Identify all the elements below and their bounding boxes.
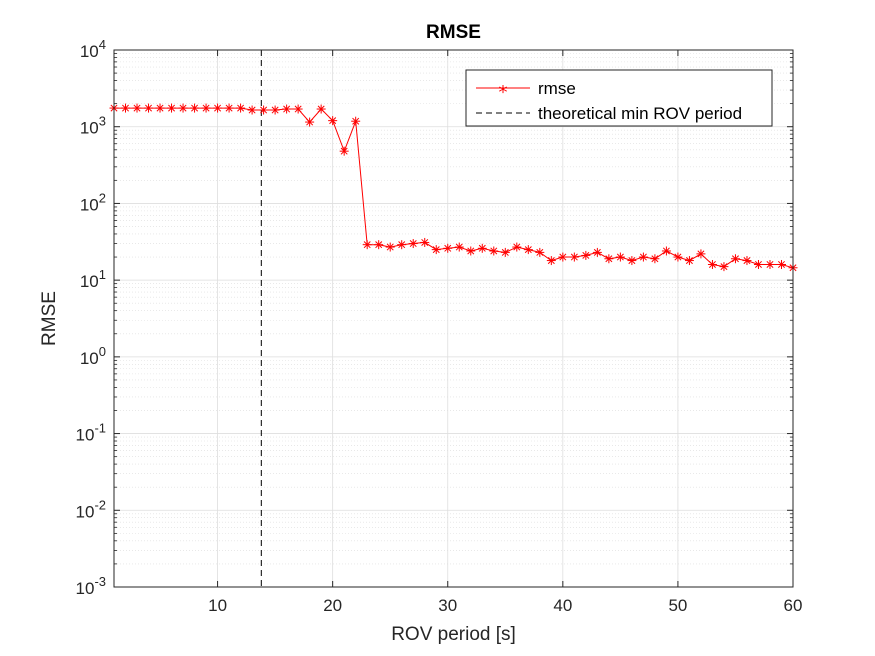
rmse-point bbox=[316, 104, 326, 114]
rmse-point bbox=[155, 103, 165, 113]
rmse-point bbox=[650, 254, 660, 264]
rmse-point bbox=[719, 262, 729, 272]
rmse-point bbox=[454, 242, 464, 252]
rmse-point bbox=[661, 246, 671, 256]
rmse-point bbox=[213, 103, 223, 113]
x-tick-label: 20 bbox=[323, 596, 342, 615]
x-tick-label: 40 bbox=[553, 596, 572, 615]
rmse-point bbox=[673, 252, 683, 262]
rmse-point bbox=[201, 103, 211, 113]
rmse-point bbox=[753, 259, 763, 269]
rmse-point bbox=[512, 242, 522, 252]
plot-data bbox=[109, 50, 798, 587]
rmse-point bbox=[293, 104, 303, 114]
legend-marker-rmse: * bbox=[499, 82, 508, 103]
rmse-point bbox=[374, 240, 384, 250]
rmse-point bbox=[581, 250, 591, 260]
rmse-point bbox=[397, 240, 407, 250]
legend-label-min-period: theoretical min ROV period bbox=[538, 104, 742, 123]
y-tick-label: 103 bbox=[80, 114, 106, 138]
x-tick-label: 30 bbox=[438, 596, 457, 615]
x-tick-label: 50 bbox=[668, 596, 687, 615]
rmse-point bbox=[247, 105, 257, 115]
rmse-point bbox=[569, 252, 579, 262]
axes-box bbox=[113, 49, 794, 588]
rmse-point bbox=[282, 104, 292, 114]
rmse-point bbox=[558, 252, 568, 262]
rmse-point bbox=[627, 256, 637, 266]
grid-lines bbox=[114, 49, 794, 588]
rmse-point bbox=[178, 103, 188, 113]
x-tick-label: 60 bbox=[784, 596, 803, 615]
rmse-point bbox=[684, 256, 694, 266]
rmse-point bbox=[546, 256, 556, 266]
rmse-point bbox=[535, 247, 545, 257]
rmse-point bbox=[408, 239, 418, 249]
ticks: 10 20 30 40 50 60 10-3 10-2 10-1 100 101 102 103 104 bbox=[76, 37, 803, 615]
rmse-point bbox=[328, 116, 338, 126]
rmse-series-line bbox=[114, 107, 794, 269]
rmse-point bbox=[121, 103, 131, 113]
y-tick-label: 100 bbox=[80, 344, 106, 368]
rmse-point bbox=[224, 103, 234, 113]
rmse-point bbox=[351, 116, 361, 126]
y-tick-label: 101 bbox=[80, 267, 106, 291]
rmse-point bbox=[431, 245, 441, 255]
rmse-point bbox=[742, 256, 752, 266]
rmse-point bbox=[638, 252, 648, 262]
legend-label-rmse: rmse bbox=[538, 79, 576, 98]
rmse-point bbox=[236, 103, 246, 113]
rmse-point bbox=[362, 240, 372, 250]
rmse-point bbox=[305, 117, 315, 127]
rmse-point bbox=[523, 245, 533, 255]
rmse-point bbox=[592, 247, 602, 257]
rmse-point bbox=[765, 259, 775, 269]
rmse-point bbox=[604, 254, 614, 264]
x-tick-label: 10 bbox=[208, 596, 227, 615]
rmse-point bbox=[696, 249, 706, 259]
y-tick-label: 10-1 bbox=[76, 421, 106, 445]
rmse-point bbox=[167, 103, 177, 113]
rmse-point bbox=[615, 252, 625, 262]
rmse-point bbox=[190, 103, 200, 113]
y-tick-label: 10-2 bbox=[76, 497, 106, 521]
x-axis-label: ROV period [s] bbox=[391, 624, 516, 645]
rmse-point bbox=[420, 237, 430, 247]
rmse-point bbox=[259, 105, 269, 115]
y-tick-label: 102 bbox=[80, 190, 106, 214]
rmse-point bbox=[339, 146, 349, 156]
rmse-point bbox=[443, 243, 453, 253]
rmse-point bbox=[466, 246, 476, 256]
legend: * rmse theoretical min ROV period bbox=[465, 69, 773, 127]
rmse-point bbox=[500, 247, 510, 257]
rmse-point bbox=[489, 246, 499, 256]
rmse-point bbox=[270, 105, 280, 115]
rmse-point bbox=[707, 259, 717, 269]
rmse-point bbox=[144, 103, 154, 113]
y-tick-label: 104 bbox=[80, 37, 106, 61]
chart-title: RMSE bbox=[426, 22, 481, 43]
rmse-point bbox=[477, 243, 487, 253]
rmse-point bbox=[776, 259, 786, 269]
y-axis-label: RMSE bbox=[39, 291, 60, 346]
rmse-point bbox=[132, 103, 142, 113]
y-tick-label: 10-3 bbox=[76, 574, 106, 598]
rmse-point bbox=[730, 254, 740, 264]
rmse-point bbox=[385, 242, 395, 252]
legend-box bbox=[465, 69, 773, 127]
